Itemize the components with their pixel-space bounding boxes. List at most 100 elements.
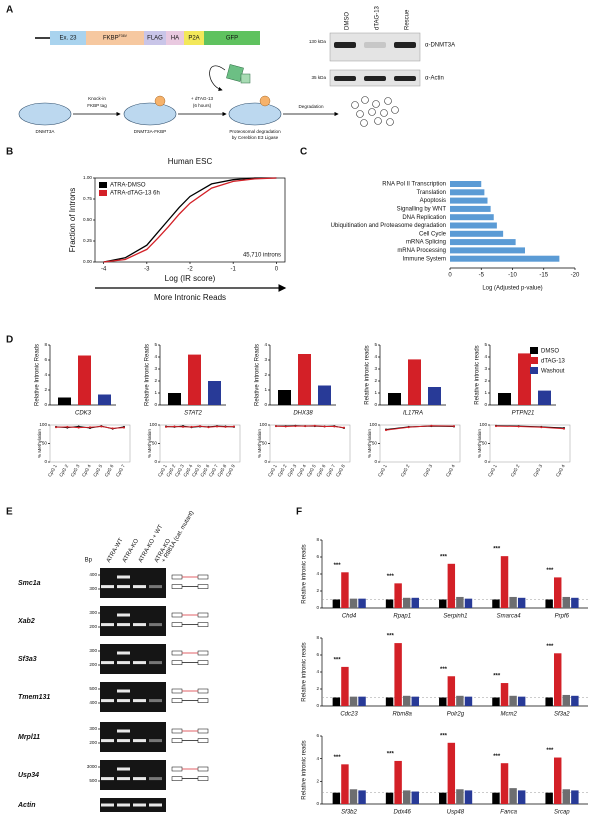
methylation-point <box>313 424 316 427</box>
gel-band <box>117 661 130 665</box>
bar <box>447 742 456 804</box>
exon <box>197 698 209 703</box>
gel-band <box>133 585 146 589</box>
bar <box>464 598 473 608</box>
gene-label: Smarca4 <box>497 614 522 620</box>
bar <box>358 790 366 804</box>
y-tick-label: 1.00 <box>83 175 92 180</box>
cpg-label: CpG 3 <box>532 463 543 477</box>
x-tick-label: -3 <box>144 267 150 273</box>
bp-label: 300 <box>89 648 97 653</box>
cpg-label: CpG 1 <box>47 463 58 477</box>
gel <box>100 644 166 674</box>
y-tick-label: 50 <box>42 441 48 446</box>
significance: *** <box>546 748 554 754</box>
y-axis-label: Relative intronic reads <box>365 345 371 404</box>
y-tick-label: 2 <box>484 378 487 383</box>
cpg-label: CpG 4 <box>445 463 456 477</box>
marker-label: 35 kDa <box>311 75 326 80</box>
gel-band <box>117 613 130 617</box>
fkbp-tag <box>259 95 271 107</box>
construct-segment <box>166 31 184 45</box>
bar <box>538 390 551 405</box>
gene-label: Xab2 <box>17 618 35 625</box>
y-tick-label: 4 <box>316 669 319 674</box>
bar <box>385 697 394 706</box>
methylation-point <box>207 426 210 429</box>
cpg-label: CpG 2 <box>277 463 288 477</box>
gel-band <box>117 575 130 579</box>
gel-band <box>101 739 114 743</box>
cpg-label: CpG 3 <box>422 463 433 477</box>
cpg-label: CpG 1 <box>157 463 168 477</box>
bar <box>278 390 291 405</box>
y-axis-label: Fraction of Introns <box>68 188 77 252</box>
methylation-point <box>123 426 125 429</box>
exon <box>171 698 183 703</box>
bp-label: 300 <box>89 586 97 591</box>
gene-label: Srcap <box>554 810 570 816</box>
y-tick-label: 0 <box>154 459 157 464</box>
bar <box>188 354 201 405</box>
segment-label: P2A <box>188 36 199 42</box>
methylation-point <box>343 426 345 429</box>
bar <box>464 696 473 706</box>
bar <box>402 790 411 804</box>
gel-band <box>117 623 130 627</box>
bar <box>571 695 579 706</box>
bar <box>450 239 516 246</box>
y-tick-label: 4 <box>374 354 377 359</box>
y-axis-label: Relative Intronic Reads <box>255 344 261 406</box>
y-tick-label: 6 <box>316 652 319 657</box>
bar <box>456 596 464 608</box>
exon <box>197 612 209 618</box>
significance: *** <box>334 563 342 569</box>
cpg-label: CpG 6 <box>199 463 210 477</box>
gel-band <box>133 739 146 743</box>
x-axis-label: Log (IR score) <box>165 274 216 283</box>
bar <box>208 381 221 405</box>
category-label: mRNA Splicing <box>406 240 446 246</box>
bar <box>439 697 447 706</box>
y-axis-label: Relative Intronic Reads <box>35 344 41 406</box>
cdf-line <box>103 177 277 263</box>
state-label: DNMT3A-FKBP <box>134 129 166 134</box>
methylation-point <box>517 425 520 428</box>
construct-segment <box>86 31 144 45</box>
state-label: DNMT3A <box>36 129 56 134</box>
gene-label: Serpinh1 <box>443 614 467 620</box>
cpg-label: CpG 8 <box>335 463 346 477</box>
legend-swatch <box>530 367 538 374</box>
cpg-label: CpG 6 <box>316 463 327 477</box>
gel-band <box>101 777 114 781</box>
bar <box>554 757 562 804</box>
bar <box>518 353 531 405</box>
fragment <box>361 96 369 104</box>
cpg-label: CpG 7 <box>115 463 126 477</box>
y-tick-label: 2 <box>374 378 377 383</box>
gene-label: PTPN21 <box>512 411 535 417</box>
cell-protein <box>228 102 282 126</box>
y-tick-label: 6 <box>44 357 47 362</box>
plot-frame <box>379 424 461 463</box>
cpg-label: CpG 7 <box>325 463 336 477</box>
y-tick-label: 1 <box>484 390 487 395</box>
exon <box>171 574 183 580</box>
gel-band <box>117 767 130 771</box>
bar <box>341 666 349 706</box>
gene-label: Sf3a2 <box>554 712 570 718</box>
methylation-point <box>407 426 410 429</box>
legend-swatch <box>99 190 107 196</box>
bp-label: 300 <box>89 610 97 615</box>
bar <box>509 695 517 706</box>
exon <box>197 776 209 781</box>
bar <box>509 596 517 608</box>
significance: *** <box>546 644 554 650</box>
bar <box>517 790 526 804</box>
bar <box>456 695 464 706</box>
methylation-point <box>66 425 69 428</box>
exon <box>171 738 183 743</box>
ubiquitin-arrow <box>209 65 226 92</box>
gel-band <box>149 661 162 665</box>
bar <box>318 385 331 405</box>
